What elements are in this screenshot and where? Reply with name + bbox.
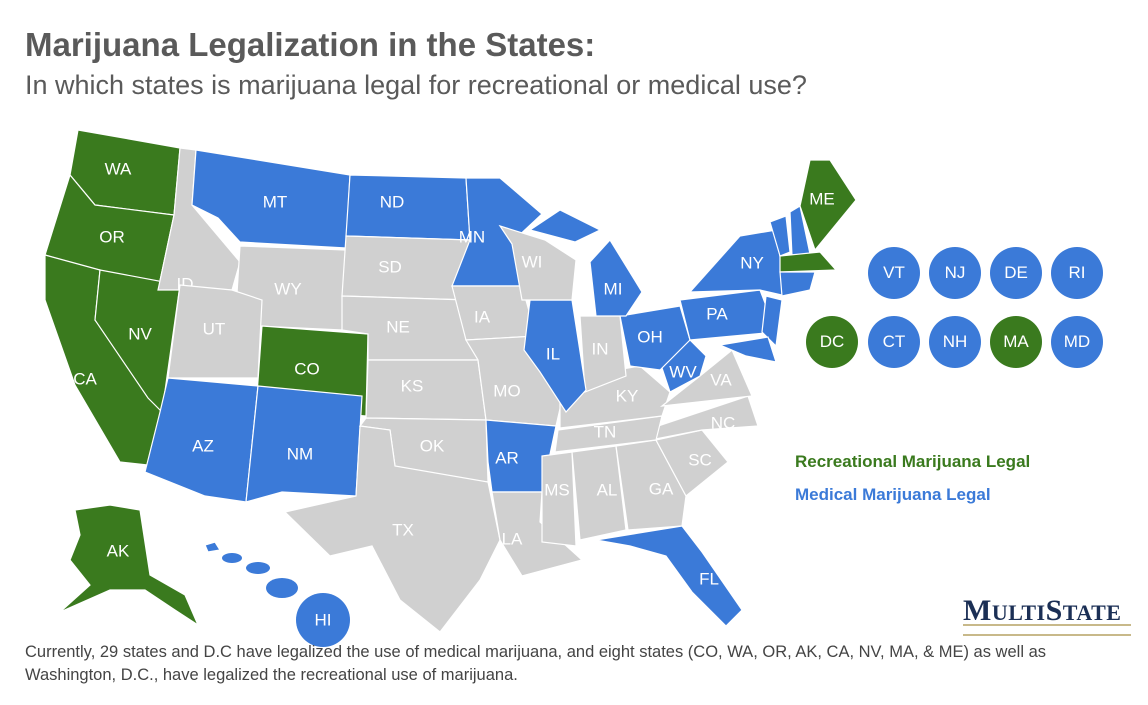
state-fl[interactable] (595, 525, 743, 627)
state-label-ak: AK (107, 541, 130, 560)
state-label-wv: WV (669, 362, 697, 381)
state-label-wa: WA (105, 159, 132, 178)
state-label-ky: KY (616, 386, 639, 405)
state-label-ga: GA (649, 479, 674, 498)
state-ak[interactable] (59, 504, 200, 627)
state-label-nc: NC (711, 413, 736, 432)
state-label-nv: NV (128, 324, 152, 343)
state-label-ne: NE (386, 317, 410, 336)
state-label-ia: IA (474, 307, 491, 326)
small-state-ri[interactable]: RI (1051, 247, 1103, 299)
state-me[interactable] (799, 159, 857, 252)
state-ct[interactable] (779, 271, 816, 297)
state-label-la: LA (502, 529, 523, 548)
small-state-ct[interactable]: CT (868, 316, 920, 368)
page-subtitle: In which states is marijuana legal for r… (25, 70, 807, 100)
state-label-ms: MS (544, 480, 570, 499)
state-label-ut: UT (203, 319, 226, 338)
state-label-me: ME (809, 189, 835, 208)
state-label-wy: WY (274, 279, 301, 298)
state-label-ca: CA (73, 369, 97, 388)
state-pa[interactable] (679, 289, 777, 341)
state-label-wi: WI (522, 252, 543, 271)
state-label-ks: KS (401, 376, 424, 395)
state-hi[interactable] (204, 541, 221, 553)
small-state-vt[interactable]: VT (868, 247, 920, 299)
state-sd[interactable] (341, 235, 471, 301)
state-oh[interactable] (619, 305, 691, 371)
state-label-hi: HI (315, 610, 332, 629)
hawaii-island (266, 578, 298, 598)
state-label-mo: MO (493, 381, 520, 400)
hawaii-island (222, 553, 242, 563)
state-label-in: IN (592, 339, 609, 358)
multistate-logo: MULTISTATE (963, 594, 1122, 627)
state-label-fl: FL (699, 569, 719, 588)
state-label-or: OR (99, 227, 125, 246)
state-label-il: IL (546, 344, 560, 363)
small-state-md[interactable]: MD (1051, 316, 1103, 368)
state-al[interactable] (571, 445, 627, 541)
state-mi[interactable] (589, 239, 643, 317)
state-label-va: VA (710, 370, 732, 389)
state-wi[interactable] (498, 224, 577, 301)
state-label-mn: MN (459, 227, 485, 246)
state-nj[interactable] (761, 295, 783, 348)
footer-note: Currently, 29 states and D.C have legali… (25, 643, 1046, 684)
state-ut[interactable] (167, 284, 263, 379)
state-label-tx: TX (392, 520, 414, 539)
state-label-sc: SC (688, 450, 712, 469)
hawaii-island (246, 562, 270, 574)
small-state-nj[interactable]: NJ (929, 247, 981, 299)
state-vt[interactable] (769, 215, 791, 257)
state-mi-upper-peninsula[interactable] (528, 209, 602, 243)
state-label-az: AZ (192, 436, 214, 455)
state-label-sd: SD (378, 257, 402, 276)
state-nd[interactable] (345, 174, 471, 241)
state-label-mt: MT (263, 192, 288, 211)
small-state-de[interactable]: DE (990, 247, 1042, 299)
state-label-oh: OH (637, 327, 663, 346)
state-label-al: AL (597, 480, 618, 499)
state-ma[interactable] (779, 251, 838, 273)
small-state-dc[interactable]: DC (806, 316, 858, 368)
legend-medical: Medical Marijuana Legal (795, 485, 991, 504)
state-nm[interactable] (245, 385, 363, 503)
state-label-pa: PA (706, 304, 728, 323)
state-tx[interactable] (283, 425, 501, 633)
small-state-nh[interactable]: NH (929, 316, 981, 368)
legend-recreational: Recreational Marijuana Legal (795, 452, 1031, 471)
state-ms[interactable] (541, 451, 577, 547)
state-label-nd: ND (380, 192, 405, 211)
page-title: Marijuana Legalization in the States: (25, 26, 596, 63)
state-label-co: CO (294, 359, 320, 378)
logo-underline (963, 624, 1131, 636)
state-label-ny: NY (740, 253, 764, 272)
state-label-ar: AR (495, 448, 519, 467)
small-state-ma[interactable]: MA (990, 316, 1042, 368)
state-md[interactable] (717, 336, 777, 363)
state-label-nm: NM (287, 444, 313, 463)
state-label-mi: MI (604, 279, 623, 298)
state-ks[interactable] (365, 359, 487, 421)
state-label-ok: OK (420, 436, 445, 455)
state-ny[interactable] (688, 229, 787, 297)
hawaii-circle[interactable] (296, 593, 350, 647)
state-label-tn: TN (594, 422, 617, 441)
